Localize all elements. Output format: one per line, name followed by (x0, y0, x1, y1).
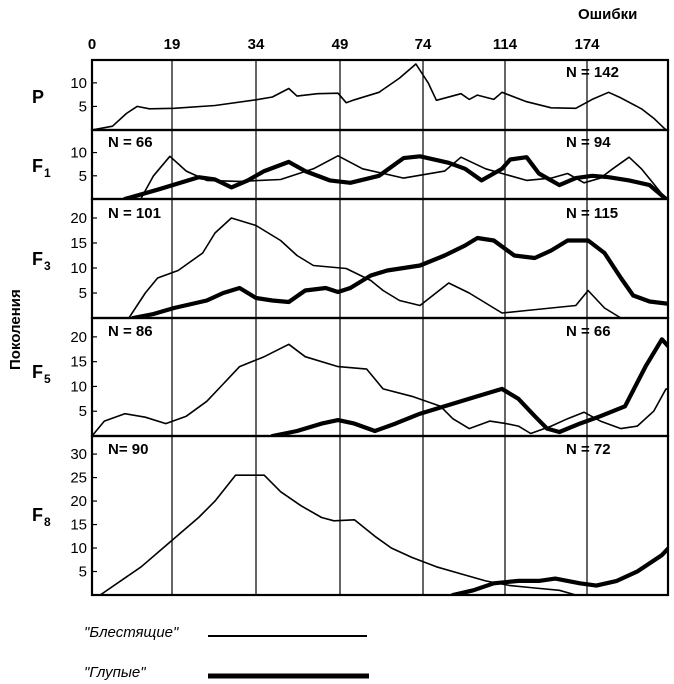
y-tick-label: 25 (70, 470, 87, 487)
panel: 5 10 F1 N = 66 N = 94 (32, 128, 670, 201)
x-tick-labels: 0 19 34 49 74 114 174 (88, 36, 600, 53)
y-tick-label: 10 (70, 378, 87, 395)
panel-name-letter: F (32, 156, 43, 176)
legend-dull-label: "Глупые" (84, 664, 146, 681)
panel-name-letter: P (32, 87, 44, 107)
panel-name-letter: F (32, 362, 43, 382)
panel-name-subscript: 5 (44, 372, 51, 386)
y-tick-label: 10 (70, 540, 87, 557)
panel-name-letter: F (32, 249, 43, 269)
panel-name: F5 (32, 362, 51, 386)
y-tick-label: 5 (79, 168, 87, 185)
panel-name-subscript: 1 (44, 166, 51, 180)
y-tick-label: 15 (70, 354, 87, 371)
y-tick-label: 20 (70, 493, 87, 510)
panel: 5 10 15 20 25 30 F8 N= 90 N = 72 (32, 434, 670, 597)
y-tick-label: 5 (79, 564, 87, 581)
panel-frame (90, 434, 670, 597)
x-axis-label: Ошибки (578, 6, 637, 23)
y-tick-label: 30 (70, 446, 87, 463)
y-tick-label: 20 (70, 329, 87, 346)
n-left-label: N = 66 (108, 134, 153, 151)
panel-name-subscript: 8 (44, 515, 51, 529)
n-right-label: N = 142 (566, 64, 619, 81)
x-tick-label: 0 (88, 36, 96, 53)
panel: 5 10 P N = 142 (32, 58, 670, 132)
series-line-dull (130, 235, 668, 318)
y-tick-label: 15 (70, 235, 87, 252)
x-tick-label: 114 (493, 36, 518, 53)
y-tick-label: 5 (79, 285, 87, 302)
panel-name-letter: F (32, 505, 43, 525)
series-line-bright (128, 217, 622, 318)
legend: "Блестящие" "Глупые" (84, 624, 369, 681)
series-line-dull (270, 337, 668, 436)
y-tick-label: 10 (70, 260, 87, 277)
y-axis-label: Поколения (7, 289, 24, 370)
y-tick-label: 20 (70, 210, 87, 227)
n-left-label: N= 90 (108, 441, 148, 458)
panel-name: F3 (32, 249, 51, 273)
x-tick-label: 174 (574, 36, 600, 53)
y-tick-label: 15 (70, 517, 87, 534)
x-tick-label: 34 (248, 36, 265, 53)
n-right-label: N = 115 (566, 205, 618, 222)
panel-name-subscript: 3 (44, 259, 51, 273)
series-line-dull (450, 545, 668, 595)
y-tick-label: 5 (79, 98, 87, 115)
panel-name: P (32, 87, 44, 107)
x-tick-label: 19 (164, 36, 181, 53)
x-tick-label: 74 (415, 36, 432, 53)
n-right-label: N = 72 (566, 441, 611, 458)
y-tick-label: 10 (70, 75, 87, 92)
panel: 5 10 15 20 F3 N = 101 N = 115 (32, 197, 670, 320)
series-line-bright (92, 63, 667, 130)
series-line-dull (122, 154, 668, 199)
panel-name: F1 (32, 156, 51, 180)
series-line-bright (92, 343, 668, 436)
n-left-label: N = 101 (108, 205, 161, 222)
y-tick-label: 5 (79, 403, 87, 420)
n-left-label: N = 86 (108, 323, 153, 340)
x-tick-label: 49 (332, 36, 349, 53)
n-right-label: N = 66 (566, 323, 611, 340)
y-tick-label: 10 (70, 145, 87, 162)
panel-name: F8 (32, 505, 51, 529)
legend-bright-label: "Блестящие" (84, 624, 179, 641)
n-right-label: N = 94 (566, 134, 611, 151)
